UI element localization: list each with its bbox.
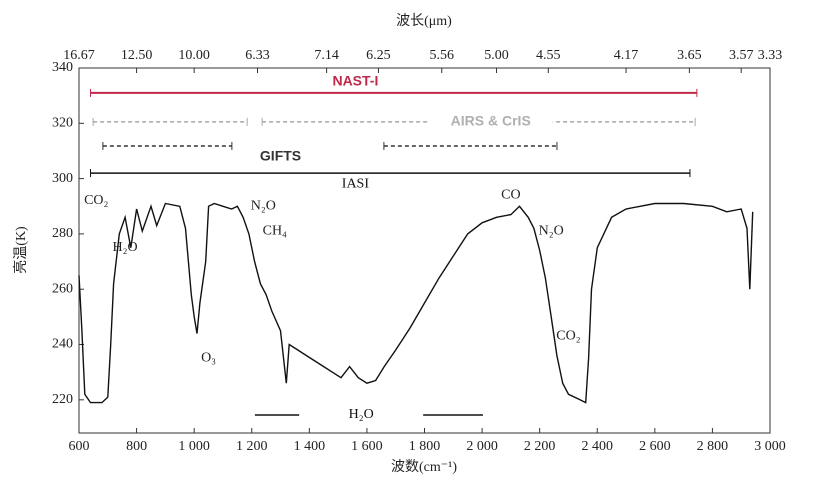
coverage-label: AIRS & CrIS bbox=[451, 113, 531, 129]
gas-annotation: CO bbox=[501, 187, 520, 202]
x-tick-label: 2 000 bbox=[466, 439, 498, 454]
x2-tick-label: 5.00 bbox=[484, 48, 509, 63]
x2-tick-label: 3.65 bbox=[677, 48, 702, 63]
y-tick-label: 340 bbox=[52, 60, 73, 75]
x-tick-label: 2 400 bbox=[582, 439, 614, 454]
y-tick-label: 220 bbox=[52, 392, 73, 407]
y-tick-label: 320 bbox=[52, 116, 73, 131]
x2-tick-label: 10.00 bbox=[178, 48, 210, 63]
y-tick-label: 300 bbox=[52, 171, 73, 186]
x2-tick-label: 16.67 bbox=[63, 48, 95, 63]
y-tick-label: 280 bbox=[52, 226, 73, 241]
y-tick-label: 240 bbox=[52, 337, 73, 352]
coverage-label: NAST-I bbox=[332, 73, 378, 89]
x-tick-label: 600 bbox=[69, 439, 90, 454]
x2-tick-label: 4.17 bbox=[614, 48, 639, 63]
x-tick-label: 1 000 bbox=[178, 439, 210, 454]
x-tick-label: 2 600 bbox=[639, 439, 671, 454]
x-tick-label: 2 200 bbox=[524, 439, 556, 454]
x-tick-label: 1 400 bbox=[294, 439, 326, 454]
gas-annotation: N₂O bbox=[251, 198, 276, 213]
coverage-label: H₂O bbox=[349, 407, 374, 422]
x-tick-label: 2 800 bbox=[697, 439, 729, 454]
x-axis-title: 波数(cm⁻¹) bbox=[391, 459, 457, 475]
x2-tick-label: 3.33 bbox=[758, 48, 783, 63]
x-tick-label: 800 bbox=[126, 439, 147, 454]
x-tick-label: 1 200 bbox=[236, 439, 268, 454]
gas-annotation: CH₄ bbox=[263, 223, 287, 238]
x2-tick-label: 5.56 bbox=[430, 48, 455, 63]
gas-annotation: CO₂ bbox=[84, 193, 108, 208]
gas-annotation: CO₂ bbox=[556, 328, 580, 343]
x2-tick-label: 7.14 bbox=[314, 48, 339, 63]
coverage-label: IASI bbox=[342, 176, 370, 191]
coverage-label: GIFTS bbox=[260, 148, 301, 164]
gas-annotation: O₃ bbox=[201, 351, 216, 366]
gas-annotation: N₂O bbox=[539, 223, 564, 238]
label-bg bbox=[428, 113, 553, 130]
x-tick-label: 3 000 bbox=[754, 439, 786, 454]
x2-tick-label: 4.55 bbox=[536, 48, 561, 63]
x-tick-label: 1 800 bbox=[409, 439, 441, 454]
chart-title: 波长(μm) bbox=[396, 13, 452, 29]
x2-tick-label: 6.25 bbox=[366, 48, 391, 63]
spectrum-line bbox=[78, 202, 754, 404]
label-bg bbox=[299, 407, 424, 424]
gas-annotation: H₂O bbox=[113, 240, 138, 255]
x2-tick-label: 3.57 bbox=[729, 48, 754, 63]
plot-frame bbox=[78, 67, 771, 434]
x-tick-label: 1 600 bbox=[351, 439, 383, 454]
x2-tick-label: 6.33 bbox=[245, 48, 270, 63]
x2-tick-label: 12.50 bbox=[121, 48, 153, 63]
y-axis-title: 亮温(K) bbox=[12, 226, 29, 274]
y-tick-label: 260 bbox=[52, 281, 73, 296]
